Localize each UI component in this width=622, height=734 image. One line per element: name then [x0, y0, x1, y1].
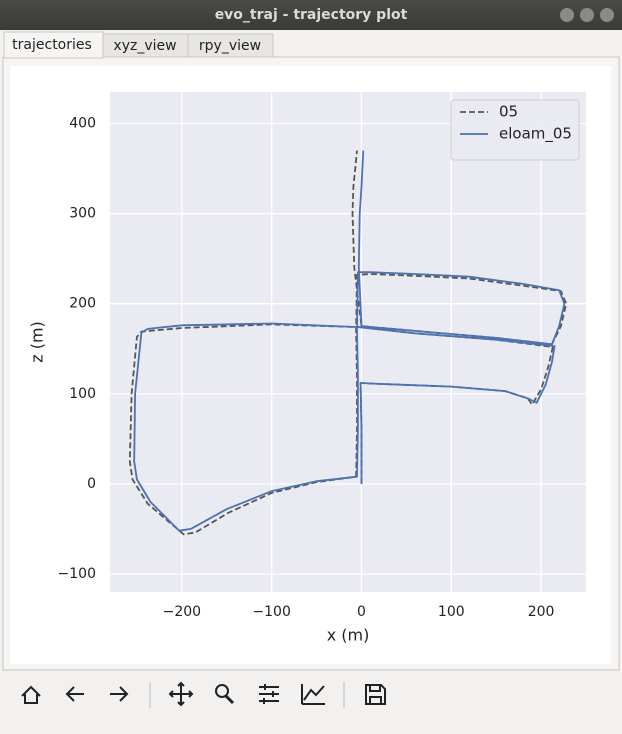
x-tick-label: −200: [163, 604, 201, 620]
trajectory-line: [133, 150, 566, 532]
legend-label: eloam_05: [499, 125, 572, 144]
zoom-button[interactable]: [215, 684, 229, 698]
tab-label[interactable]: rpy_view: [199, 38, 261, 54]
y-axis-label: z (m): [28, 321, 47, 363]
toolbar: [21, 681, 386, 708]
zoom-handle: [224, 694, 235, 705]
legend-label: 05: [499, 103, 518, 121]
plot: −200 −100 0 100 200 −100 0 100 200 300 400 05 eloam_…: [58, 92, 586, 620]
title-bar: [0, 0, 622, 30]
y-tick-label: 400: [69, 116, 96, 132]
forward-button[interactable]: [110, 686, 129, 702]
y-tick-label: 300: [69, 206, 96, 222]
x-axis-label: x (m): [327, 626, 370, 645]
y-tick-label: 200: [69, 296, 96, 312]
plot-area: [110, 92, 586, 592]
home-button[interactable]: [21, 685, 41, 704]
tab[interactable]: [187, 33, 274, 58]
x-tick-label: 200: [528, 604, 555, 620]
save-button[interactable]: [365, 684, 386, 705]
x-tick-label: 0: [357, 604, 366, 620]
x-tick-label: 100: [438, 604, 465, 620]
y-tick-label: 0: [87, 476, 96, 492]
tab-label[interactable]: trajectories: [12, 37, 92, 53]
close-button[interactable]: [600, 8, 614, 22]
x-tick-label: −100: [252, 604, 290, 620]
y-tick-label: −100: [58, 566, 96, 582]
window-title: evo_traj - trajectory plot: [215, 7, 408, 23]
minimize-button[interactable]: [560, 8, 574, 22]
back-button[interactable]: [65, 686, 84, 702]
legend: [450, 99, 580, 161]
tab-label[interactable]: xyz_view: [113, 38, 176, 54]
maximize-button[interactable]: [580, 8, 594, 22]
y-tick-label: 100: [69, 386, 96, 402]
edit-lines-button[interactable]: [301, 684, 325, 705]
pan-button[interactable]: [168, 681, 194, 707]
configure-button[interactable]: [259, 684, 279, 704]
